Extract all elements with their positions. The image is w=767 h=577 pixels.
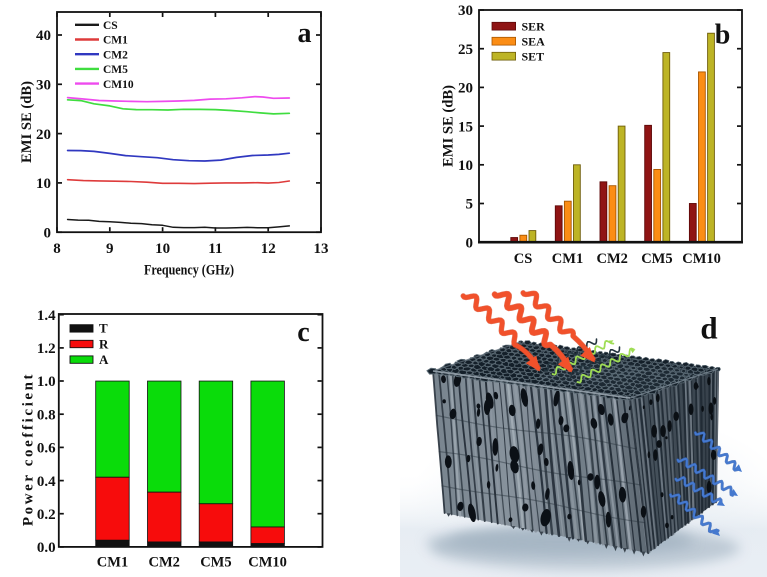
svg-text:8: 8 (53, 241, 61, 257)
svg-text:CM1: CM1 (103, 35, 128, 47)
svg-text:1.4: 1.4 (37, 308, 56, 324)
svg-text:SET: SET (522, 49, 545, 63)
svg-text:11: 11 (208, 241, 222, 257)
svg-text:b: b (715, 20, 731, 51)
svg-text:1.0: 1.0 (37, 374, 56, 390)
svg-text:13: 13 (314, 241, 329, 257)
svg-text:30: 30 (458, 3, 473, 19)
svg-text:12: 12 (261, 241, 276, 257)
svg-text:40: 40 (36, 28, 51, 44)
svg-text:a: a (298, 18, 312, 49)
svg-text:EMI SE (dB): EMI SE (dB) (441, 85, 457, 167)
svg-text:d: d (700, 311, 717, 346)
svg-text:0.6: 0.6 (37, 441, 56, 457)
svg-text:0.2: 0.2 (37, 507, 56, 523)
svg-text:CM2: CM2 (148, 555, 179, 571)
svg-text:CM1: CM1 (552, 251, 583, 267)
svg-text:CM1: CM1 (97, 555, 128, 571)
svg-text:0.0: 0.0 (37, 540, 56, 556)
svg-text:0: 0 (44, 225, 52, 241)
svg-text:SER: SER (522, 19, 546, 33)
svg-text:CM10: CM10 (682, 251, 721, 267)
svg-text:CS: CS (514, 251, 533, 267)
svg-text:10: 10 (36, 176, 51, 192)
svg-text:c: c (297, 317, 309, 348)
svg-text:20: 20 (36, 127, 51, 143)
svg-text:5: 5 (466, 197, 474, 213)
svg-text:R: R (99, 336, 109, 351)
svg-text:CM5: CM5 (103, 64, 128, 76)
svg-text:A: A (99, 352, 109, 367)
svg-text:CM10: CM10 (248, 555, 287, 571)
svg-text:25: 25 (458, 42, 473, 58)
svg-text:CM5: CM5 (200, 555, 231, 571)
svg-text:CM10: CM10 (103, 79, 134, 91)
svg-text:Frequency (GHz): Frequency (GHz) (144, 263, 234, 279)
svg-text:CS: CS (103, 20, 118, 32)
svg-text:CM2: CM2 (103, 49, 128, 61)
svg-text:0: 0 (466, 235, 474, 251)
svg-text:10: 10 (155, 241, 170, 257)
svg-text:10: 10 (458, 158, 473, 174)
svg-text:0.4: 0.4 (37, 474, 56, 490)
svg-text:CM5: CM5 (641, 251, 672, 267)
svg-text:CM2: CM2 (596, 251, 627, 267)
svg-text:0.8: 0.8 (37, 407, 56, 423)
svg-text:EMI SE (dB): EMI SE (dB) (19, 81, 35, 163)
svg-text:1.2: 1.2 (37, 341, 56, 357)
svg-text:30: 30 (36, 78, 51, 94)
svg-text:T: T (99, 321, 108, 336)
svg-text:15: 15 (458, 119, 473, 135)
svg-text:9: 9 (106, 241, 114, 257)
svg-text:Power coefficient: Power coefficient (21, 372, 37, 526)
svg-text:20: 20 (458, 81, 473, 97)
svg-text:SEA: SEA (522, 34, 546, 48)
